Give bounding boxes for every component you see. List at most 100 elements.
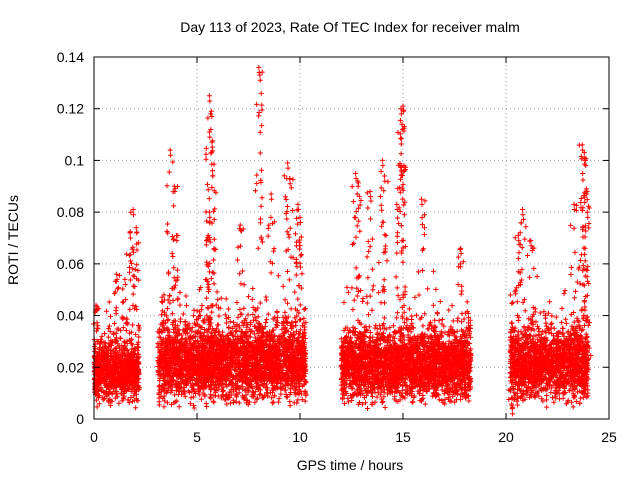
data-point [115, 341, 121, 347]
data-point [130, 244, 136, 250]
data-point [135, 268, 141, 274]
data-point [162, 398, 168, 404]
data-point [129, 260, 135, 266]
data-point [121, 339, 127, 345]
data-point [124, 348, 130, 354]
data-point [92, 368, 98, 374]
data-point [192, 391, 198, 397]
data-point [119, 380, 125, 386]
data-point [97, 373, 103, 379]
data-point [127, 277, 133, 283]
data-point [106, 323, 112, 329]
data-point [109, 371, 115, 377]
data-point [112, 384, 118, 390]
data-point [95, 338, 101, 344]
data-point [133, 332, 139, 338]
data-point [97, 354, 103, 360]
data-point [136, 359, 142, 365]
data-point [119, 374, 125, 380]
data-point [102, 340, 108, 346]
data-point [126, 252, 132, 258]
data-point [110, 357, 116, 363]
data-point [110, 331, 116, 337]
data-point [97, 349, 103, 355]
data-point [130, 368, 136, 374]
data-point [105, 334, 111, 340]
data-point [113, 391, 119, 397]
data-point [99, 333, 105, 339]
data-point [121, 395, 127, 401]
data-point [136, 386, 142, 392]
data-point [127, 252, 133, 258]
data-point [123, 251, 129, 257]
data-point [108, 348, 114, 354]
data-point [126, 400, 132, 406]
data-point [119, 316, 125, 322]
data-point [132, 284, 138, 290]
data-point [135, 344, 141, 350]
data-point [120, 325, 126, 331]
data-point [109, 376, 115, 382]
data-point [134, 373, 140, 379]
data-point [102, 362, 108, 368]
data-point [128, 395, 134, 401]
data-point [116, 400, 122, 406]
data-point [134, 341, 140, 347]
data-point [105, 391, 111, 397]
data-point [135, 348, 141, 354]
data-point [114, 365, 120, 371]
data-point [93, 377, 99, 383]
data-point [97, 378, 103, 384]
data-point [96, 352, 102, 358]
data-point [119, 398, 125, 404]
data-point [123, 378, 129, 384]
data-point [94, 356, 100, 362]
data-point [122, 276, 128, 282]
data-point [215, 322, 221, 328]
data-point [197, 392, 203, 398]
data-point [134, 230, 140, 236]
data-point [133, 405, 139, 411]
data-point [177, 302, 183, 308]
data-point [134, 262, 140, 268]
data-point [224, 401, 230, 407]
data-point [231, 319, 237, 325]
data-point [93, 307, 99, 313]
data-point [156, 384, 162, 390]
data-point [95, 325, 101, 331]
data-point [126, 363, 132, 369]
data-point [130, 249, 136, 255]
data-point [95, 388, 101, 394]
data-point [94, 320, 100, 326]
data-point [124, 340, 130, 346]
data-point [113, 311, 119, 317]
data-point [119, 370, 125, 376]
data-point [176, 404, 182, 410]
data-point [119, 391, 125, 397]
data-point [132, 306, 138, 312]
data-point [108, 380, 114, 386]
data-point [105, 385, 111, 391]
data-point [294, 400, 300, 406]
data-point [103, 357, 109, 363]
data-point [255, 314, 261, 320]
data-point [127, 264, 133, 270]
data-point [114, 271, 120, 277]
data-point [112, 352, 118, 358]
data-point [121, 358, 127, 364]
data-point [127, 380, 133, 386]
data-point [127, 307, 133, 313]
data-point [156, 402, 162, 408]
data-point [123, 327, 129, 333]
data-point [134, 247, 140, 253]
data-point [110, 363, 116, 369]
data-point [191, 405, 197, 411]
data-point [114, 276, 120, 282]
data-points [90, 64, 594, 417]
data-point [120, 286, 126, 292]
data-point [128, 354, 134, 360]
data-point [130, 302, 136, 308]
data-point [118, 364, 124, 370]
data-point [128, 258, 134, 264]
